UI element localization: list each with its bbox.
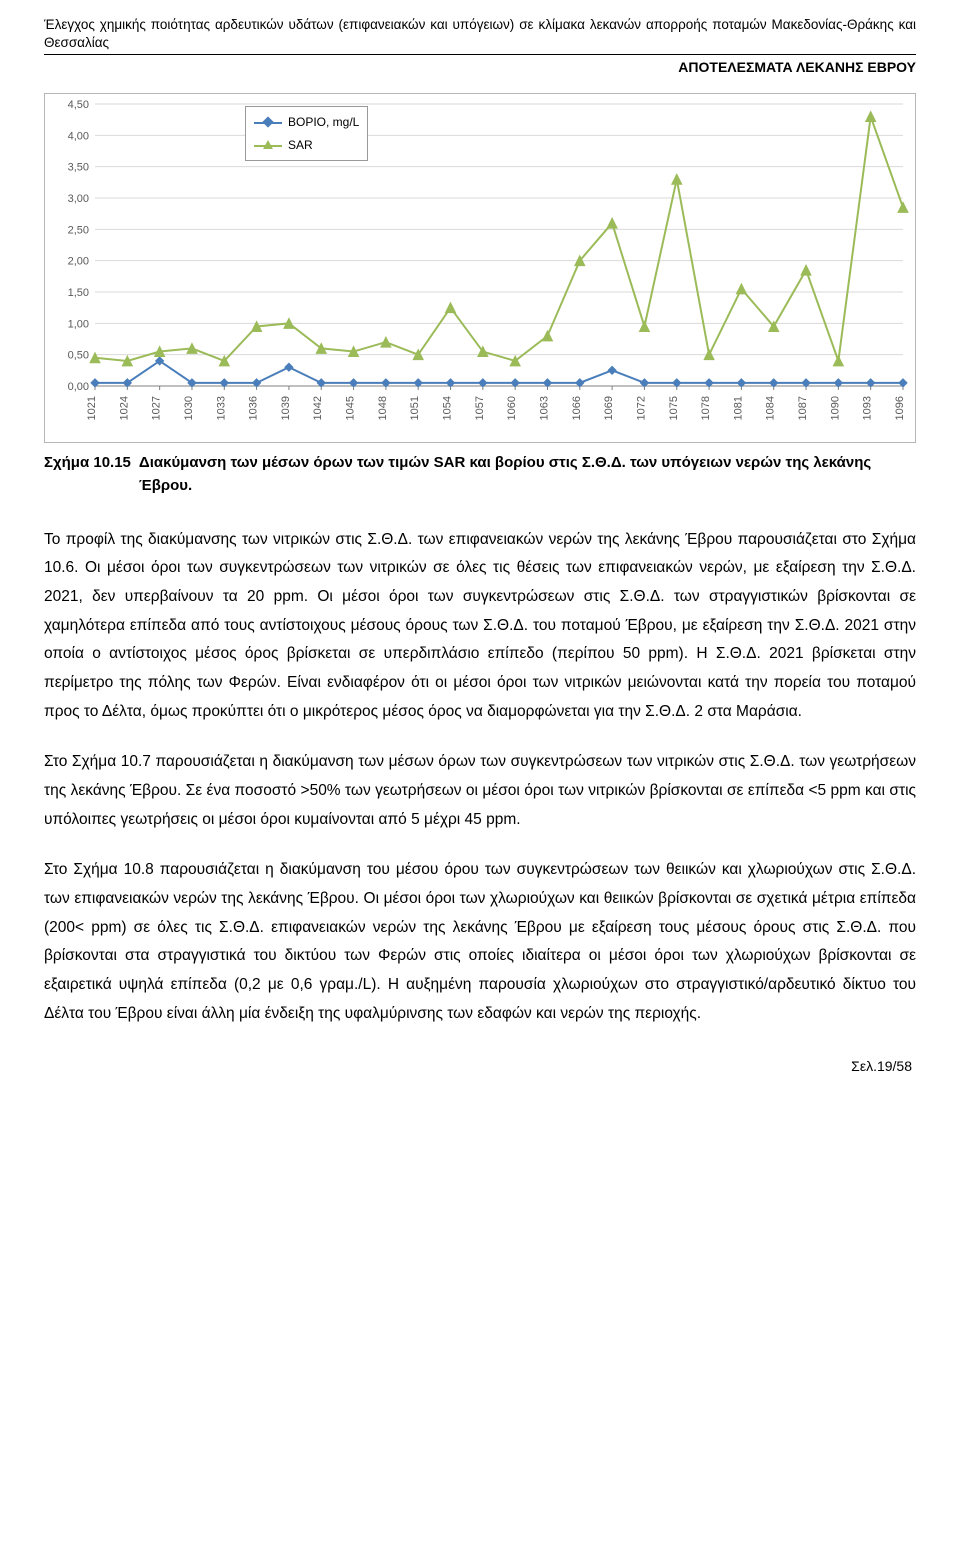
chart-legend: ΒΟΡΙΟ, mg/L SAR [245, 106, 368, 161]
svg-text:1054: 1054 [442, 396, 454, 420]
chart-sar-borio: 0,00 0,50 1,00 1,50 2,00 2,50 3,00 3,50 4,00 4,50… [44, 93, 916, 443]
svg-text:1033: 1033 [215, 396, 227, 420]
svg-text:1096: 1096 [894, 396, 906, 420]
svg-text:1090: 1090 [829, 396, 841, 420]
svg-text:1075: 1075 [668, 396, 680, 420]
svg-text:3,00: 3,00 [68, 193, 89, 205]
svg-text:1051: 1051 [409, 396, 421, 420]
svg-text:1021: 1021 [86, 396, 98, 420]
svg-text:3,50: 3,50 [68, 162, 89, 174]
svg-text:1024: 1024 [118, 396, 130, 420]
svg-text:1084: 1084 [765, 396, 777, 420]
doc-header-right: ΑΠΟΤΕΛΕΣΜΑΤΑ ΛΕΚΑΝΗΣ ΕΒΡΟΥ [44, 57, 916, 79]
paragraph: Το προφίλ της διακύμανσης των νιτρικών σ… [44, 526, 916, 727]
paragraph: Στο Σχήμα 10.8 παρουσιάζεται η διακύμανσ… [44, 856, 916, 1028]
svg-text:1078: 1078 [700, 396, 712, 420]
legend-item-sar: SAR [254, 134, 359, 157]
svg-text:2,00: 2,00 [68, 256, 89, 268]
svg-text:0,00: 0,00 [68, 381, 89, 393]
svg-text:1093: 1093 [862, 396, 874, 420]
figure-caption-label: Σχήμα 10.15 [44, 451, 131, 498]
svg-text:1072: 1072 [635, 396, 647, 420]
figure-caption-text: Διακύμανση των μέσων όρων των τιμών SAR … [139, 451, 916, 498]
svg-text:1027: 1027 [151, 396, 163, 420]
svg-text:1069: 1069 [603, 396, 615, 420]
svg-text:1063: 1063 [538, 396, 550, 420]
svg-text:1087: 1087 [797, 396, 809, 420]
svg-text:1081: 1081 [732, 396, 744, 420]
svg-text:1057: 1057 [474, 396, 486, 420]
svg-text:1042: 1042 [312, 396, 324, 420]
svg-text:1066: 1066 [571, 396, 583, 420]
chart-canvas: 0,00 0,50 1,00 1,50 2,00 2,50 3,00 3,50 4,00 4,50… [45, 94, 915, 444]
svg-text:0,50: 0,50 [68, 350, 89, 362]
svg-text:4,50: 4,50 [68, 99, 89, 111]
svg-text:1048: 1048 [377, 396, 389, 420]
header-divider [44, 54, 916, 55]
svg-text:1039: 1039 [280, 396, 292, 420]
svg-text:4,00: 4,00 [68, 130, 89, 142]
figure-caption: Σχήμα 10.15 Διακύμανση των μέσων όρων τω… [44, 451, 916, 498]
svg-text:1060: 1060 [506, 396, 518, 420]
page-footer: Σελ.19/58 [44, 1056, 916, 1078]
svg-text:1036: 1036 [248, 396, 260, 420]
svg-text:1,00: 1,00 [68, 318, 89, 330]
svg-text:1045: 1045 [345, 396, 357, 420]
legend-label: SAR [288, 136, 313, 155]
legend-label: ΒΟΡΙΟ, mg/L [288, 113, 359, 132]
legend-item-borio: ΒΟΡΙΟ, mg/L [254, 111, 359, 134]
paragraph: Στο Σχήμα 10.7 παρουσιάζεται η διακύμανσ… [44, 748, 916, 834]
svg-text:1,50: 1,50 [68, 287, 89, 299]
svg-text:2,50: 2,50 [68, 224, 89, 236]
svg-text:1030: 1030 [183, 396, 195, 420]
doc-header-title: Έλεγχος χημικής ποιότητας αρδευτικών υδά… [44, 16, 916, 52]
